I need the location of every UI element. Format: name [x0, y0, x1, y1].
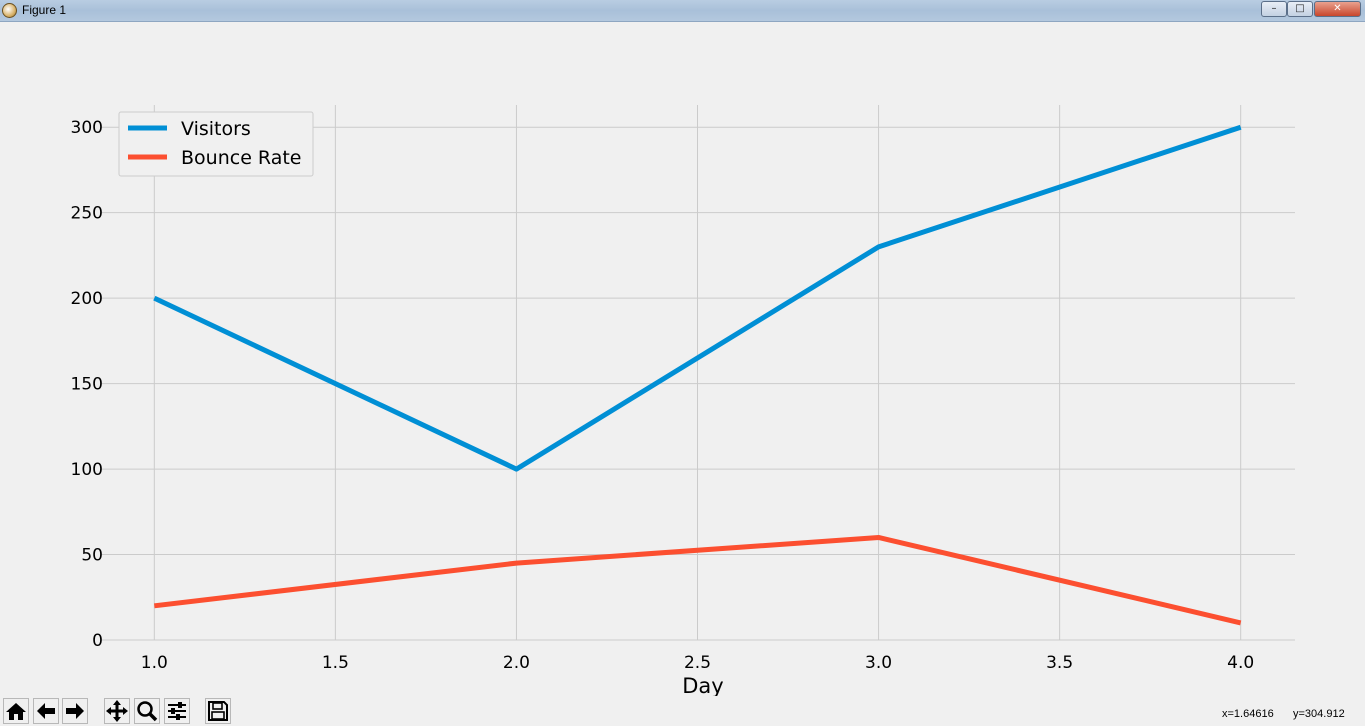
pan-icon — [106, 700, 128, 722]
plot-canvas[interactable]: 1.0 1.5 2.0 2.5 3.0 3.5 4.0 0 50 100 150 200 250 300… — [0, 22, 1365, 696]
minimize-button[interactable]: – — [1261, 1, 1287, 17]
grid-lines — [100, 105, 1295, 641]
back-arrow-icon — [37, 703, 55, 719]
zoom-icon — [137, 701, 158, 722]
series-lines — [153, 124, 1242, 626]
window-titlebar: Figure 1 – □ ✕ — [0, 0, 1365, 22]
y-tick-label: 150 — [71, 375, 103, 395]
back-button[interactable] — [33, 698, 59, 724]
app-icon — [2, 3, 17, 18]
x-tick-label: 4.0 — [1227, 653, 1254, 673]
maximize-button[interactable]: □ — [1287, 1, 1313, 17]
zoom-button[interactable] — [134, 698, 160, 724]
x-tick-label: 3.5 — [1046, 653, 1073, 673]
cursor-y-readout: y=304.912 — [1293, 708, 1345, 720]
series-line-visitors — [153, 124, 1242, 472]
subplots-icon — [168, 702, 186, 720]
window-title: Figure 1 — [22, 3, 67, 17]
x-tick-label: 3.0 — [865, 653, 892, 673]
y-tick-label: 0 — [92, 631, 103, 651]
series-line-bounce-rate — [154, 534, 1242, 626]
save-button[interactable] — [205, 698, 231, 724]
configure-subplots-button[interactable] — [164, 698, 190, 724]
legend-box — [118, 111, 314, 177]
legend: Visitors Bounce Rate — [118, 111, 314, 177]
y-tick-label: 200 — [71, 289, 103, 309]
x-tick-label: 1.5 — [322, 653, 349, 673]
navigation-toolbar — [0, 696, 1365, 726]
forward-arrow-icon — [66, 703, 84, 719]
legend-label-bounce-rate: Bounce Rate — [181, 147, 302, 169]
home-icon — [6, 703, 26, 720]
pan-button[interactable] — [104, 698, 130, 724]
y-tick-label: 50 — [81, 546, 103, 566]
y-tick-label: 250 — [71, 204, 103, 224]
cursor-x-readout: x=1.64616 — [1222, 708, 1274, 720]
x-tick-label: 1.0 — [141, 653, 168, 673]
x-tick-labels: 1.0 1.5 2.0 2.5 3.0 3.5 4.0 — [141, 653, 1254, 673]
close-button[interactable]: ✕ — [1314, 1, 1361, 17]
x-tick-label: 2.5 — [684, 653, 711, 673]
x-axis-label: Day — [682, 674, 723, 696]
legend-label-visitors: Visitors — [181, 118, 251, 140]
home-button[interactable] — [3, 698, 29, 724]
x-tick-label: 2.0 — [503, 653, 530, 673]
save-icon — [208, 701, 228, 721]
y-tick-label: 300 — [71, 118, 103, 138]
y-tick-labels: 0 50 100 150 200 250 300 — [71, 118, 103, 651]
forward-button[interactable] — [62, 698, 88, 724]
y-tick-label: 100 — [71, 460, 103, 480]
